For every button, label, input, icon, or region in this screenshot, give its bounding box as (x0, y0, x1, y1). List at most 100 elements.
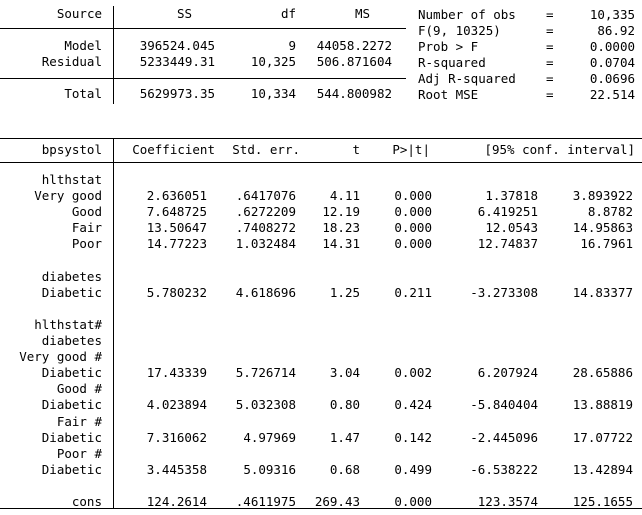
cell-stderr: .6417076 (235, 188, 296, 203)
stat-label: Adj R-squared (418, 71, 516, 86)
cell-t: 1.47 (329, 430, 360, 445)
anova-total-ss: 5629973.35 (139, 86, 215, 101)
cell-ci-lower: -6.538222 (470, 462, 538, 477)
row-label: Poor # (56, 446, 102, 461)
cell-t: 4.11 (329, 188, 360, 203)
cell-t: 1.25 (329, 285, 360, 300)
cell-ci-upper: 125.1655 (572, 494, 633, 509)
cell-stderr: 4.618696 (235, 285, 296, 300)
cell-ci-upper: 14.83377 (572, 285, 633, 300)
cell-stderr: 5.09316 (243, 462, 296, 477)
coef-header-t: t (352, 142, 360, 157)
coef-header-coefficient: Coefficient (132, 142, 215, 157)
stat-equals: = (546, 7, 554, 22)
anova-header-ms: MS (354, 6, 370, 21)
cell-pvalue: 0.142 (394, 430, 432, 445)
anova-total-source: Total (64, 86, 102, 101)
cell-coefficient: 17.43339 (146, 365, 207, 380)
coef-vertical-rule (113, 139, 114, 508)
cell-coefficient: 124.2614 (146, 494, 207, 509)
anova-header-ss: SS (176, 6, 192, 21)
cell-ci-lower: 6.207924 (477, 365, 538, 380)
row-label: hlthstat# (34, 317, 102, 332)
anova-total-rule (0, 78, 406, 79)
cell-t: 14.31 (322, 236, 360, 251)
row-label: _cons (64, 494, 102, 509)
anova-row-source: Model (64, 38, 102, 53)
cell-ci-upper: 3.893922 (572, 188, 633, 203)
cell-coefficient: 5.780232 (146, 285, 207, 300)
row-label: hlthstat (41, 172, 102, 187)
row-label: Good (71, 204, 102, 219)
cell-ci-upper: 13.88819 (572, 397, 633, 412)
stat-equals: = (546, 23, 554, 38)
cell-t: 18.23 (322, 220, 360, 235)
row-label: Fair # (56, 414, 102, 429)
cell-ci-lower: -5.840404 (470, 397, 538, 412)
anova-row-df: 9 (288, 38, 296, 53)
stat-equals: = (546, 39, 554, 54)
row-label: Diabetic (41, 365, 102, 380)
stat-label: Number of obs (418, 7, 516, 22)
stat-value: 22.514 (589, 87, 635, 102)
cell-stderr: 5.032308 (235, 397, 296, 412)
anova-header-rule (0, 28, 406, 29)
cell-ci-upper: 13.42894 (572, 462, 633, 477)
row-label: Poor (71, 236, 102, 251)
row-label: diabetes (41, 333, 102, 348)
cell-ci-lower: -2.445096 (470, 430, 538, 445)
cell-stderr: .4611975 (235, 494, 296, 509)
cell-pvalue: 0.000 (394, 188, 432, 203)
coef-bottom-rule (0, 508, 642, 509)
cell-ci-lower: 12.0543 (485, 220, 538, 235)
stat-value: 0.0696 (589, 71, 635, 86)
cell-stderr: 5.726714 (235, 365, 296, 380)
stat-equals: = (546, 55, 554, 70)
stat-value: 0.0000 (589, 39, 635, 54)
coef-header-depvar: bpsystol (41, 142, 102, 157)
cell-ci-upper: 14.95863 (572, 220, 633, 235)
stat-value: 86.92 (597, 23, 635, 38)
cell-pvalue: 0.424 (394, 397, 432, 412)
cell-ci-lower: 12.74837 (477, 236, 538, 251)
coef-header-rule (0, 162, 642, 163)
cell-ci-upper: 17.07722 (572, 430, 633, 445)
cell-coefficient: 13.50647 (146, 220, 207, 235)
cell-stderr: .6272209 (235, 204, 296, 219)
cell-pvalue: 0.000 (394, 494, 432, 509)
anova-vertical-rule (113, 6, 114, 104)
cell-stderr: 4.97969 (243, 430, 296, 445)
cell-stderr: .7408272 (235, 220, 296, 235)
cell-coefficient: 7.316062 (146, 430, 207, 445)
coef-header-pvalue: P>|t| (392, 142, 430, 157)
cell-coefficient: 2.636051 (146, 188, 207, 203)
cell-pvalue: 0.211 (394, 285, 432, 300)
cell-ci-upper: 16.7961 (580, 236, 633, 251)
row-label: Very good (34, 188, 102, 203)
cell-ci-lower: 1.37818 (485, 188, 538, 203)
stat-value: 10,335 (589, 7, 635, 22)
anova-header-source: Source (56, 6, 102, 21)
anova-row-ss: 396524.045 (139, 38, 215, 53)
anova-row-ms: 44058.2272 (316, 38, 392, 53)
anova-row-df: 10,325 (250, 54, 296, 69)
cell-coefficient: 3.445358 (146, 462, 207, 477)
stat-label: Prob > F (418, 39, 479, 54)
coef-header-ci: [95% conf. interval] (484, 142, 635, 157)
anova-total-ms: 544.800982 (316, 86, 392, 101)
cell-pvalue: 0.000 (394, 220, 432, 235)
anova-row-ss: 5233449.31 (139, 54, 215, 69)
cell-ci-upper: 8.8782 (587, 204, 633, 219)
cell-t: 3.04 (329, 365, 360, 380)
row-label: Diabetic (41, 430, 102, 445)
stat-equals: = (546, 71, 554, 86)
stat-value: 0.0704 (589, 55, 635, 70)
cell-t: 0.68 (329, 462, 360, 477)
cell-coefficient: 14.77223 (146, 236, 207, 251)
cell-t: 269.43 (314, 494, 360, 509)
cell-ci-lower: 6.419251 (477, 204, 538, 219)
row-label: Fair (71, 220, 102, 235)
anova-header-df: df (280, 6, 296, 21)
anova-total-df: 10,334 (250, 86, 296, 101)
cell-pvalue: 0.002 (394, 365, 432, 380)
